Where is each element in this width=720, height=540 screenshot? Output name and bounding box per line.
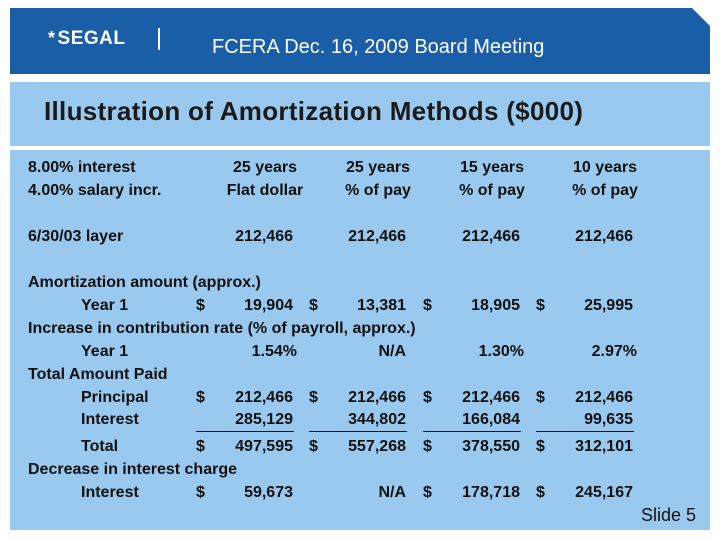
- currency-sign: $: [196, 484, 205, 501]
- currency-sign: $: [196, 297, 205, 314]
- interest-value-1: 285,129: [235, 411, 293, 428]
- currency-sign: $: [536, 297, 545, 314]
- principal-value-4: 212,466: [575, 389, 633, 406]
- col-header-1-line1: 25 years: [232, 159, 298, 176]
- total-value-3: 378,550: [462, 438, 520, 455]
- currency-sign: $: [423, 297, 432, 314]
- total-value-1: 497,595: [235, 438, 293, 455]
- currency-sign: $: [423, 484, 432, 501]
- contribution-year1-label: Year 1: [81, 343, 129, 360]
- currency-sign: $: [536, 438, 545, 455]
- interest-value-2: 344,802: [348, 411, 406, 428]
- currency-sign: $: [536, 484, 545, 501]
- currency-sign: $: [309, 438, 318, 455]
- interest-value-3: 166,084: [462, 411, 520, 428]
- amortization-value-1: 19,904: [244, 297, 293, 314]
- interest-value-4: 99,635: [584, 411, 633, 428]
- total-value-4: 312,101: [575, 438, 633, 455]
- currency-sign: $: [536, 389, 545, 406]
- principal-label: Principal: [81, 389, 149, 406]
- amortization-value-2: 13,381: [357, 297, 406, 314]
- interest-label: Interest: [81, 411, 139, 428]
- col-header-4-line2: % of pay: [572, 182, 638, 199]
- currency-sign: $: [423, 438, 432, 455]
- title-band: [10, 82, 710, 146]
- layer-label: 6/30/03 layer: [28, 228, 124, 245]
- amortization-year1-label: Year 1: [81, 297, 129, 314]
- total-underline-1: [196, 431, 294, 432]
- decrease-value-2: N/A: [378, 484, 406, 501]
- layer-value-2: 212,466: [348, 228, 406, 245]
- principal-value-3: 212,466: [462, 389, 520, 406]
- contribution-value-4: 2.97%: [591, 343, 637, 360]
- amortization-value-3: 18,905: [471, 297, 520, 314]
- header-corner-fold: [692, 8, 710, 26]
- amortization-value-4: 25,995: [584, 297, 633, 314]
- decrease-heading: Decrease in interest charge: [28, 461, 237, 478]
- total-value-2: 557,268: [348, 438, 406, 455]
- slide-number: Slide 5: [640, 505, 696, 525]
- header-divider: [158, 28, 160, 50]
- decrease-interest-label: Interest: [81, 484, 139, 501]
- col-header-2-line2: % of pay: [345, 182, 411, 199]
- currency-sign: $: [423, 389, 432, 406]
- col-header-4-line1: 10 years: [572, 159, 638, 176]
- decrease-value-3: 178,718: [462, 484, 520, 501]
- total-paid-heading: Total Amount Paid: [28, 366, 168, 383]
- currency-sign: $: [309, 389, 318, 406]
- assumption-interest: 8.00% interest: [28, 159, 136, 176]
- logo-text: SEGAL: [57, 28, 126, 49]
- layer-value-1: 212,466: [235, 228, 293, 245]
- decrease-value-4: 245,167: [575, 484, 633, 501]
- amortization-heading: Amortization amount (approx.): [28, 274, 261, 291]
- contribution-value-3: 1.30%: [478, 343, 524, 360]
- decrease-value-1: 59,673: [244, 484, 293, 501]
- asterisk-icon: *: [48, 28, 56, 48]
- principal-value-2: 212,466: [348, 389, 406, 406]
- col-header-3-line2: % of pay: [459, 182, 525, 199]
- assumption-salary: 4.00% salary incr.: [28, 182, 162, 199]
- total-underline-4: [536, 431, 634, 432]
- total-underline-3: [423, 431, 521, 432]
- header-title: FCERA Dec. 16, 2009 Board Meeting: [212, 36, 545, 58]
- col-header-2-line1: 25 years: [345, 159, 411, 176]
- col-header-1-line2: Flat dollar: [226, 182, 304, 199]
- segal-logo: * SEGAL: [48, 28, 125, 50]
- layer-value-4: 212,466: [575, 228, 633, 245]
- total-underline-2: [309, 431, 407, 432]
- total-label: Total: [81, 438, 119, 455]
- content-panel: [10, 150, 710, 530]
- slide-title: Illustration of Amortization Methods ($0…: [44, 96, 584, 126]
- currency-sign: $: [309, 297, 318, 314]
- layer-value-3: 212,466: [462, 228, 520, 245]
- col-header-3-line1: 15 years: [459, 159, 525, 176]
- header-bar: [10, 8, 710, 74]
- currency-sign: $: [196, 438, 205, 455]
- contribution-heading: Increase in contribution rate (% of payr…: [28, 320, 416, 337]
- principal-value-1: 212,466: [235, 389, 293, 406]
- contribution-value-1: 1.54%: [251, 343, 297, 360]
- contribution-value-2: N/A: [378, 343, 406, 360]
- currency-sign: $: [196, 389, 205, 406]
